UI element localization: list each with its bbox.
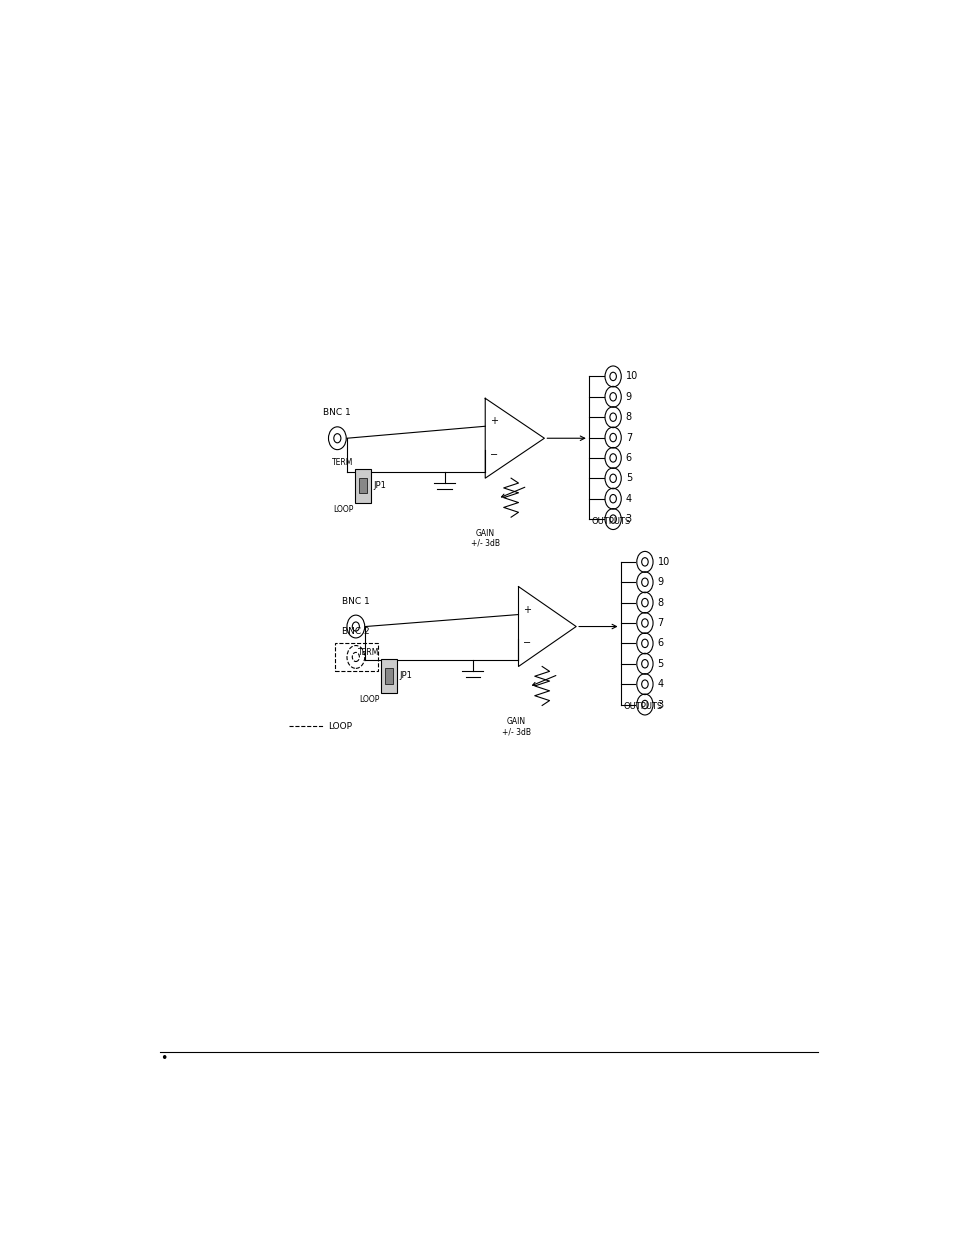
Text: 4: 4 xyxy=(657,679,663,689)
Text: 6: 6 xyxy=(657,638,663,648)
Text: LOOP: LOOP xyxy=(328,722,352,731)
Text: GAIN
+/- 3dB: GAIN +/- 3dB xyxy=(501,716,530,736)
Text: 5: 5 xyxy=(657,658,663,668)
Bar xyxy=(358,478,367,494)
Text: 9: 9 xyxy=(625,391,631,401)
Text: 6: 6 xyxy=(625,453,631,463)
Text: 4: 4 xyxy=(625,494,631,504)
Text: 3: 3 xyxy=(625,514,631,524)
Text: LOOP: LOOP xyxy=(358,695,379,704)
Text: TERM: TERM xyxy=(332,458,354,467)
Text: BNC 1: BNC 1 xyxy=(323,409,351,417)
Text: BNC 2: BNC 2 xyxy=(342,627,369,636)
Text: JP1: JP1 xyxy=(374,482,386,490)
Bar xyxy=(355,468,371,503)
Text: 7: 7 xyxy=(625,432,631,442)
Bar xyxy=(385,668,393,684)
Text: −: − xyxy=(523,638,531,648)
Text: −: − xyxy=(490,450,497,459)
Text: BNC 1: BNC 1 xyxy=(341,597,370,605)
Text: 8: 8 xyxy=(625,412,631,422)
Text: OUTPUTS: OUTPUTS xyxy=(591,516,630,526)
Text: +: + xyxy=(490,416,497,426)
Text: GAIN
+/- 3dB: GAIN +/- 3dB xyxy=(470,529,499,548)
Text: 10: 10 xyxy=(625,372,638,382)
Text: LOOP: LOOP xyxy=(333,505,354,514)
Text: 3: 3 xyxy=(657,699,663,709)
Text: 5: 5 xyxy=(625,473,631,483)
Text: 7: 7 xyxy=(657,618,663,627)
Bar xyxy=(380,658,396,693)
Bar xyxy=(335,642,377,672)
Text: •: • xyxy=(160,1052,167,1065)
Text: TERM: TERM xyxy=(357,648,379,657)
Text: 9: 9 xyxy=(657,577,663,587)
Text: OUTPUTS: OUTPUTS xyxy=(622,703,661,711)
Text: JP1: JP1 xyxy=(399,672,412,680)
Text: +: + xyxy=(523,605,531,615)
Text: 10: 10 xyxy=(657,557,669,567)
Text: 8: 8 xyxy=(657,598,663,608)
